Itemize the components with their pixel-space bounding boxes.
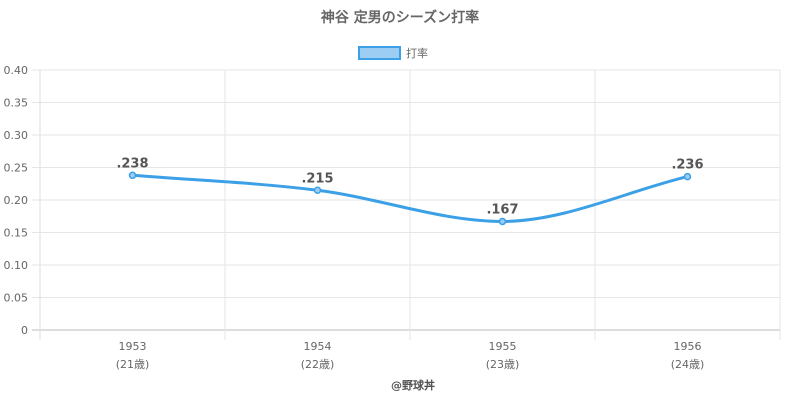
data-point bbox=[498, 217, 507, 226]
x-tick-sublabel: (24歳) bbox=[671, 358, 705, 371]
grid bbox=[32, 69, 781, 340]
x-tick-sublabel: (23歳) bbox=[486, 358, 520, 371]
data-point bbox=[313, 186, 322, 194]
data-labels: .238 .215 .167 .236 bbox=[116, 156, 703, 217]
y-axis-ticks: 0 0.05 0.10 0.15 0.20 0.25 0.30 0.35 0.40 bbox=[4, 64, 29, 337]
data-point bbox=[683, 172, 692, 181]
y-tick-label: 0.40 bbox=[4, 64, 29, 77]
y-tick-label: 0.20 bbox=[4, 194, 29, 207]
data-label: .215 bbox=[301, 171, 333, 186]
y-tick-label: 0.10 bbox=[4, 259, 29, 272]
x-axis-ticks: 1953 (21歳) 1954 (22歳) 1955 (23歳) 1956 (24歳) bbox=[116, 340, 705, 371]
x-tick-sublabel: (21歳) bbox=[116, 358, 150, 371]
y-tick-label: 0 bbox=[21, 324, 28, 337]
legend: 打率 bbox=[358, 46, 428, 60]
chart-title: 神谷 定男のシーズン打率 bbox=[321, 9, 479, 26]
series-batting-average bbox=[128, 171, 692, 226]
x-tick-label: 1955 bbox=[489, 340, 517, 353]
legend-label: 打率 bbox=[406, 46, 428, 60]
y-tick-label: 0.30 bbox=[4, 129, 29, 142]
data-label: .238 bbox=[116, 156, 148, 171]
data-point bbox=[128, 171, 137, 180]
legend-swatch bbox=[358, 46, 401, 60]
y-tick-label: 0.15 bbox=[4, 227, 29, 240]
x-tick-label: 1953 bbox=[119, 340, 147, 353]
credit: @野球丼 bbox=[391, 378, 435, 392]
x-tick-label: 1954 bbox=[304, 340, 332, 353]
y-tick-label: 0.35 bbox=[4, 97, 29, 110]
data-label: .236 bbox=[671, 158, 703, 173]
series-line bbox=[132, 173, 688, 223]
x-tick-label: 1956 bbox=[674, 340, 702, 353]
x-tick-sublabel: (22歳) bbox=[301, 358, 335, 371]
data-label: .167 bbox=[486, 202, 518, 217]
y-tick-label: 0.05 bbox=[4, 292, 29, 305]
y-tick-label: 0.25 bbox=[4, 162, 29, 175]
